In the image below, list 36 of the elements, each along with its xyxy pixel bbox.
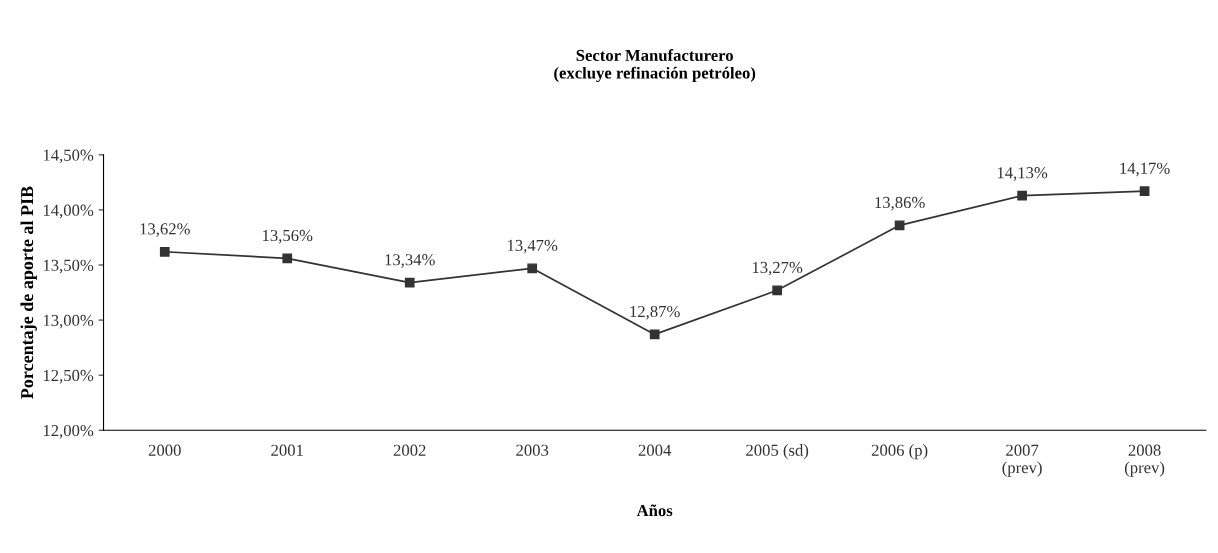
x-tick-label: 2001 xyxy=(271,444,303,456)
point xyxy=(649,329,660,340)
point xyxy=(159,246,170,257)
y-tick-label: 13,00% xyxy=(43,314,94,329)
point xyxy=(404,277,415,288)
point xyxy=(894,220,905,231)
data-label: 13,47% xyxy=(507,239,558,254)
x-axis-title: Años xyxy=(636,504,673,517)
y-tick-label: 12,50% xyxy=(43,369,94,384)
y-axis-title: Porcentaje de aporte al PIB xyxy=(20,186,37,399)
y-tick-label: 12,00% xyxy=(43,424,94,439)
data-label: 12,87% xyxy=(630,305,680,320)
y-tick-label: 14,50% xyxy=(43,149,94,164)
data-label: 14,13% xyxy=(997,167,1048,181)
x-tick-label: 2006 (p) xyxy=(871,444,928,460)
point xyxy=(527,263,538,274)
point xyxy=(1139,186,1150,197)
point xyxy=(1017,190,1027,201)
x-tick-label: 2005 (sd) xyxy=(746,444,809,460)
point xyxy=(282,253,293,264)
data-label: 13,56% xyxy=(263,229,313,244)
x-tick-label: 2003 xyxy=(516,444,549,456)
data-label: 13,34% xyxy=(385,254,435,268)
y-tick-label: 14,00% xyxy=(43,204,94,219)
point xyxy=(772,285,783,296)
data-label: 14,17% xyxy=(1120,162,1170,177)
x-tick-label: 2000 xyxy=(148,444,181,456)
x-tick-label: 2008 (prev) xyxy=(1124,444,1165,477)
y-tick-label: 13,50% xyxy=(43,259,94,274)
x-tick-label: 2004 xyxy=(638,444,672,456)
chart-title: Sector Manufacturero (excluye refinación petróleo) xyxy=(554,49,756,83)
x-tick-label: 2007 (prev) xyxy=(1002,444,1042,477)
data-label: 13,62% xyxy=(140,223,190,237)
data-label: 13,27% xyxy=(752,261,803,276)
data-label: 13,86% xyxy=(875,196,925,211)
x-tick-label: 2002 xyxy=(393,444,426,456)
